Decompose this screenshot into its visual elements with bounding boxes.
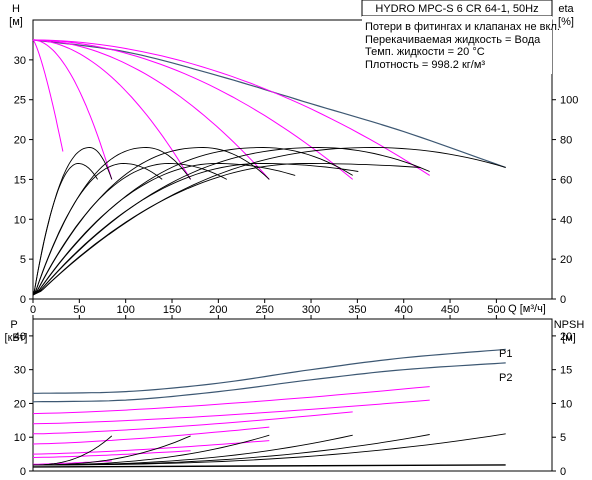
q-tick-label: 400 [395, 304, 413, 316]
eta-curves [32, 147, 506, 296]
q-tick-label: 100 [116, 304, 134, 316]
chart-title: HYDRO MPC-S 6 CR 64-1, 50Hz [375, 3, 538, 15]
npsh-curve [33, 435, 113, 466]
eta-tick-label: 40 [560, 214, 572, 226]
npsh-curves [32, 433, 506, 468]
q-tick-label: 500 [487, 304, 505, 316]
power-axis-label: P [10, 319, 17, 331]
npsh-y-ticks: 0 5 10 15 20 [552, 331, 572, 478]
npsh-tick-label: 20 [560, 331, 572, 343]
head-axis-label: H [12, 3, 20, 15]
eta-axis-label: eta [558, 3, 574, 15]
head-tick-label: 20 [14, 135, 26, 147]
eta-axis-unit: [%] [558, 16, 574, 28]
q-tick-label: 150 [163, 304, 181, 316]
efficiency-curve-reduced [32, 163, 228, 296]
q-tick-label: 300 [302, 304, 320, 316]
notes-box [362, 16, 552, 74]
npsh-tick-label: 0 [560, 466, 566, 478]
npsh-tick-label: 15 [560, 365, 572, 377]
reduced-speed-head-curve [32, 39, 354, 180]
power-tick-label: 30 [14, 365, 26, 377]
npsh-curve [33, 434, 353, 466]
note-line: Плотность = 998.2 кг/м³ [365, 59, 485, 71]
q-tick-label: 0 [30, 304, 36, 316]
head-curves [32, 39, 506, 180]
efficiency-curve-reduced [32, 163, 98, 296]
reduced-speed-head-curve [32, 39, 192, 180]
power-tick-label: 0 [20, 466, 26, 478]
head-y-ticks: 0 5 10 15 20 25 30 [14, 55, 33, 306]
efficiency-curve-reduced [32, 163, 163, 296]
npsh-tick-label: 5 [560, 432, 566, 444]
p1-label: P1 [499, 348, 512, 360]
efficiency-curve-reduced [32, 163, 359, 296]
reduced-speed-power-curve [32, 399, 430, 425]
q-tick-label: 350 [348, 304, 366, 316]
q-axis-label: Q [м³/ч] [508, 303, 546, 315]
q-tick-label: 50 [73, 304, 85, 316]
npsh-tick-label: 10 [560, 398, 572, 410]
head-tick-label: 10 [14, 214, 26, 226]
eta-tick-label: 80 [560, 135, 572, 147]
note-line: Темп. жидкости = 20 °C [365, 46, 485, 58]
q-tick-label: 250 [256, 304, 274, 316]
efficiency-curve [32, 147, 353, 296]
reduced-speed-head-curve [32, 39, 113, 180]
q-tick-label: 450 [441, 304, 459, 316]
reduced-speed-power-curve [32, 426, 270, 445]
power-curves [32, 348, 506, 465]
reduced-speed-power-curve [32, 450, 191, 458]
eta-y-ticks: 0 20 40 60 80 100 [552, 95, 578, 306]
power-y-ticks: 0 10 20 30 40 [14, 331, 33, 478]
legend-box: HYDRO MPC-S 6 CR 64-1, 50Hz Потери в фит… [361, 0, 560, 74]
head-tick-label: 30 [14, 55, 26, 67]
head-axis-unit: [м] [9, 16, 23, 28]
p2-label: P2 [499, 372, 512, 384]
q-x-ticks: 0 50 100 150 200 250 300 350 400 450 500 [30, 299, 506, 316]
npsh-baseline [32, 464, 506, 468]
npsh-axis-label: NPSH [554, 319, 585, 331]
efficiency-curve-reduced [32, 163, 421, 296]
power-plot-frame [32, 318, 553, 472]
head-tick-label: 15 [14, 174, 26, 186]
reduced-speed-power-curve [32, 440, 270, 455]
reduced-speed-power-curve [32, 386, 430, 415]
efficiency-curve-reduced [32, 163, 296, 296]
eta-tick-label: 20 [560, 254, 572, 266]
bottom-panel: P [кВт] NPSH [м] 0 10 20 30 40 0 5 10 15 20 P1 P… [5, 315, 585, 478]
eta-tick-label: 0 [560, 294, 566, 306]
q-tick-label: 200 [209, 304, 227, 316]
power-tick-label: 10 [14, 432, 26, 444]
reduced-speed-head-curve [32, 39, 430, 176]
power-axis-unit: [кВт] [5, 332, 28, 344]
low-speed-head-curve [32, 39, 64, 152]
eta-tick-label: 60 [560, 174, 572, 186]
reduced-speed-power-curve [32, 411, 353, 435]
eta-tick-label: 100 [560, 95, 578, 107]
power-tick-label: 40 [14, 331, 26, 343]
head-tick-label: 25 [14, 95, 26, 107]
head-tick-label: 0 [20, 294, 26, 306]
npsh-axis-unit: [м] [562, 332, 576, 344]
p1-curve [33, 348, 506, 394]
power-tick-label: 20 [14, 398, 26, 410]
efficiency-curve [32, 147, 506, 296]
p2-curve [32, 362, 506, 403]
efficiency-curve [32, 147, 430, 296]
efficiency-curve [32, 147, 113, 296]
note-line: Перекачиваемая жидкость = Вода [365, 34, 541, 46]
power-x-ticks [32, 315, 497, 319]
reduced-speed-head-curve [32, 39, 270, 180]
head-tick-label: 5 [20, 254, 26, 266]
note-line: Потери в фитингах и клапанах не вкл. [365, 21, 560, 33]
head-plot-frame [32, 19, 553, 300]
npsh-curve [33, 433, 506, 466]
